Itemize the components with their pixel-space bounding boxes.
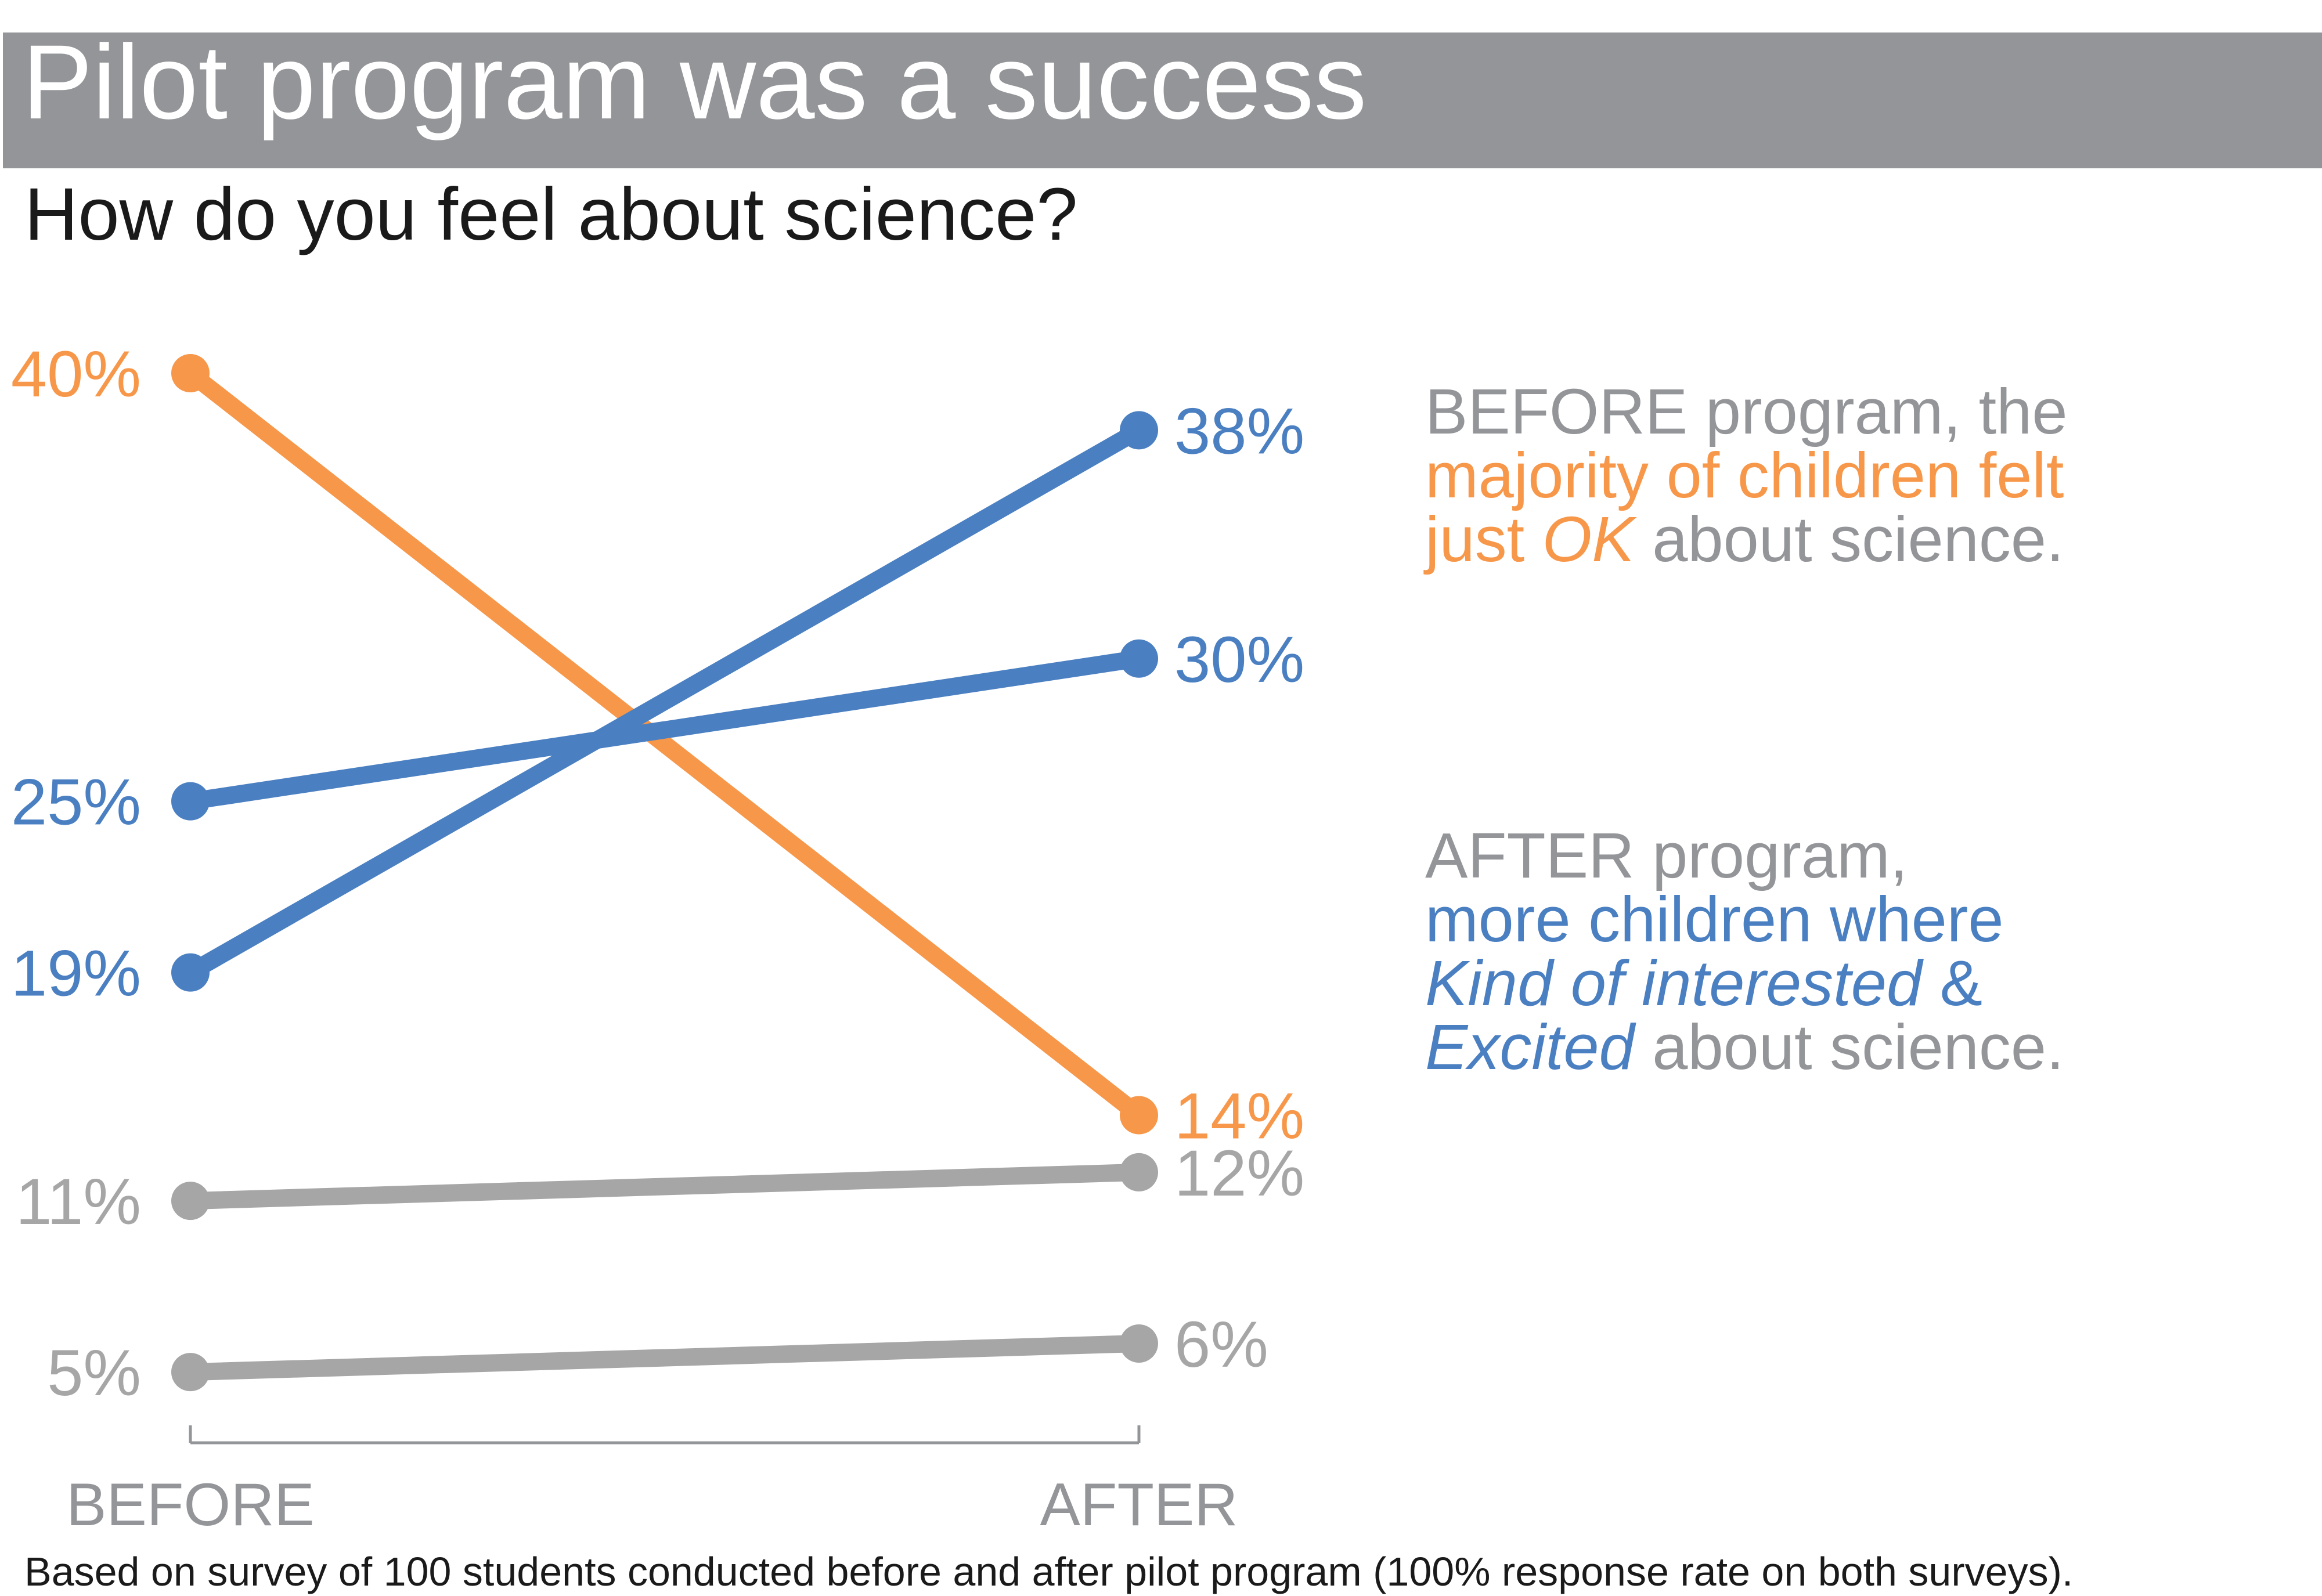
series-line-1 bbox=[182, 421, 1148, 981]
footnote: Based on survey of 100 students conducte… bbox=[24, 1549, 2074, 1594]
data-label-3-after: 12% bbox=[1174, 1137, 1304, 1209]
data-point-0-after bbox=[1120, 1096, 1158, 1135]
x-tick-label-before: BEFORE bbox=[66, 1471, 315, 1539]
data-label-0-after: 14% bbox=[1174, 1080, 1304, 1153]
after-annotation-ampersand: & bbox=[1922, 948, 1983, 1019]
after-annotation-line3: Kind of interested & bbox=[1425, 952, 2064, 1016]
chart-subtitle: How do you feel about science? bbox=[24, 173, 1078, 256]
x-axis bbox=[189, 1425, 1141, 1445]
data-label-2-before: 25% bbox=[11, 766, 141, 839]
after-annotation-rest: about science. bbox=[1634, 1012, 2064, 1083]
data-point-3-before bbox=[171, 1182, 210, 1221]
before-annotation-rest: about science. bbox=[1634, 504, 2064, 575]
data-point-4-after bbox=[1120, 1324, 1158, 1363]
data-label-4-before: 5% bbox=[47, 1337, 141, 1409]
after-annotation-excited: Excited bbox=[1425, 1012, 1635, 1083]
before-annotation: BEFORE program, the majority of children… bbox=[1425, 380, 2068, 572]
data-point-2-after bbox=[1120, 639, 1158, 678]
data-label-1-after: 38% bbox=[1174, 395, 1304, 467]
data-label-2-after: 30% bbox=[1174, 623, 1304, 696]
x-tick-label-after: AFTER bbox=[1040, 1471, 1238, 1539]
after-annotation: AFTER program, more children where Kind … bbox=[1425, 824, 2064, 1079]
after-annotation-line1: AFTER program, bbox=[1425, 820, 1908, 891]
series-line-0 bbox=[182, 364, 1148, 1124]
chart-title: Pilot program was a success bbox=[22, 23, 1367, 141]
data-point-2-before bbox=[171, 782, 210, 821]
before-annotation-line2: majority of children felt bbox=[1425, 440, 2064, 511]
data-point-4-before bbox=[171, 1353, 210, 1392]
data-label-4-after: 6% bbox=[1174, 1308, 1268, 1381]
data-point-1-before bbox=[171, 953, 210, 992]
data-label-0-before: 40% bbox=[11, 338, 141, 410]
data-label-3-before: 11% bbox=[16, 1165, 141, 1238]
series-line-3 bbox=[182, 1163, 1148, 1210]
before-annotation-line3: just OK about science. bbox=[1425, 508, 2068, 572]
title-bar bbox=[3, 33, 2322, 168]
series-line-2 bbox=[182, 649, 1148, 810]
before-annotation-line1: BEFORE program, the bbox=[1425, 376, 2068, 447]
after-annotation-kind-of-interested: Kind of interested bbox=[1425, 948, 1923, 1019]
after-annotation-line4: Excited about science. bbox=[1425, 1016, 2064, 1079]
data-point-0-before bbox=[171, 354, 210, 392]
series-line-4 bbox=[182, 1334, 1148, 1381]
data-label-1-before: 19% bbox=[11, 937, 141, 1010]
data-point-3-after bbox=[1120, 1153, 1158, 1191]
data-point-1-after bbox=[1120, 411, 1158, 450]
before-annotation-ok: OK bbox=[1542, 504, 1635, 575]
after-annotation-line2: more children where bbox=[1425, 884, 2004, 955]
before-annotation-just: just bbox=[1425, 504, 1542, 575]
